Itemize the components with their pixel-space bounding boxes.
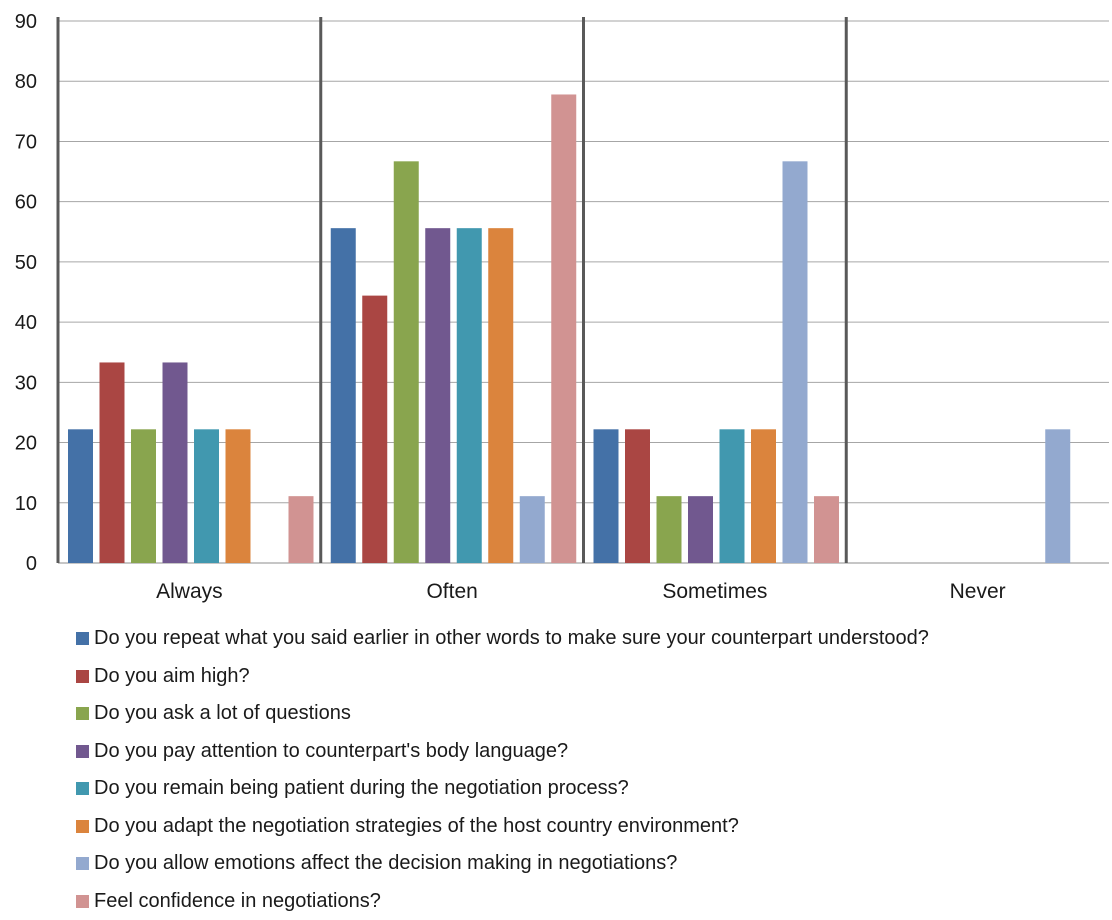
- y-tick-label: 20: [15, 433, 37, 455]
- bar: [194, 429, 219, 563]
- bar: [520, 496, 545, 563]
- legend-item: Do you aim high?: [76, 658, 929, 696]
- legend-item: Do you adapt the negotiation strategies …: [76, 808, 929, 846]
- legend-item: Do you ask a lot of questions: [76, 695, 929, 733]
- bar: [394, 161, 419, 563]
- bars: [68, 94, 1070, 563]
- legend-label: Do you pay attention to counterpart's bo…: [94, 740, 568, 763]
- legend-label: Do you remain being patient during the n…: [94, 777, 629, 800]
- legend-item: Do you pay attention to counterpart's bo…: [76, 733, 929, 771]
- y-tick-label: 60: [15, 192, 37, 214]
- bar: [131, 429, 156, 563]
- legend-item: Do you repeat what you said earlier in o…: [76, 620, 929, 658]
- legend-swatch: [76, 895, 89, 908]
- y-tick-label: 50: [15, 252, 37, 274]
- y-tick-label: 10: [15, 493, 37, 515]
- bar: [720, 429, 745, 563]
- x-category-label: Always: [156, 580, 223, 603]
- legend: Do you repeat what you said earlier in o…: [76, 620, 929, 920]
- bar: [1045, 429, 1070, 563]
- bar: [488, 228, 513, 563]
- y-tick-label: 30: [15, 372, 37, 394]
- bar: [688, 496, 713, 563]
- y-tick-label: 40: [15, 312, 37, 334]
- legend-label: Do you ask a lot of questions: [94, 702, 351, 725]
- legend-swatch: [76, 745, 89, 758]
- bar: [783, 161, 808, 563]
- x-category-label: Never: [950, 580, 1006, 603]
- bar: [68, 429, 93, 563]
- legend-label: Do you adapt the negotiation strategies …: [94, 815, 739, 838]
- bar: [163, 362, 188, 563]
- legend-label: Do you allow emotions affect the decisio…: [94, 852, 677, 875]
- y-tick-label: 90: [15, 11, 37, 33]
- legend-label: Feel confidence in negotiations?: [94, 890, 381, 913]
- bar: [625, 429, 650, 563]
- legend-swatch: [76, 632, 89, 645]
- legend-swatch: [76, 670, 89, 683]
- y-tick-label: 70: [15, 131, 37, 153]
- bar: [226, 429, 251, 563]
- legend-label: Do you repeat what you said earlier in o…: [94, 627, 929, 650]
- legend-item: Feel confidence in negotiations?: [76, 883, 929, 920]
- legend-swatch: [76, 707, 89, 720]
- bar: [551, 94, 576, 563]
- legend-label: Do you aim high?: [94, 665, 250, 688]
- x-axis-category-labels: Always Often Sometimes Never: [156, 580, 1006, 603]
- bar-chart: 0 10 20 30 40 50 60 70 80 90 Always Often Sometimes…: [0, 0, 1112, 620]
- bar: [751, 429, 776, 563]
- legend-swatch: [76, 782, 89, 795]
- legend-swatch: [76, 820, 89, 833]
- y-axis-tick-labels: 0 10 20 30 40 50 60 70 80 90: [15, 11, 37, 575]
- legend-swatch: [76, 857, 89, 870]
- legend-item: Do you remain being patient during the n…: [76, 770, 929, 808]
- bar: [289, 496, 314, 563]
- bar: [362, 296, 387, 563]
- bar: [814, 496, 839, 563]
- x-category-label: Often: [426, 580, 477, 603]
- bar: [657, 496, 682, 563]
- legend-item: Do you allow emotions affect the decisio…: [76, 845, 929, 883]
- bar: [457, 228, 482, 563]
- bar: [425, 228, 450, 563]
- x-category-label: Sometimes: [662, 580, 767, 603]
- bar: [594, 429, 619, 563]
- bar: [331, 228, 356, 563]
- y-tick-label: 80: [15, 71, 37, 93]
- y-tick-label: 0: [26, 553, 37, 575]
- bar: [100, 362, 125, 563]
